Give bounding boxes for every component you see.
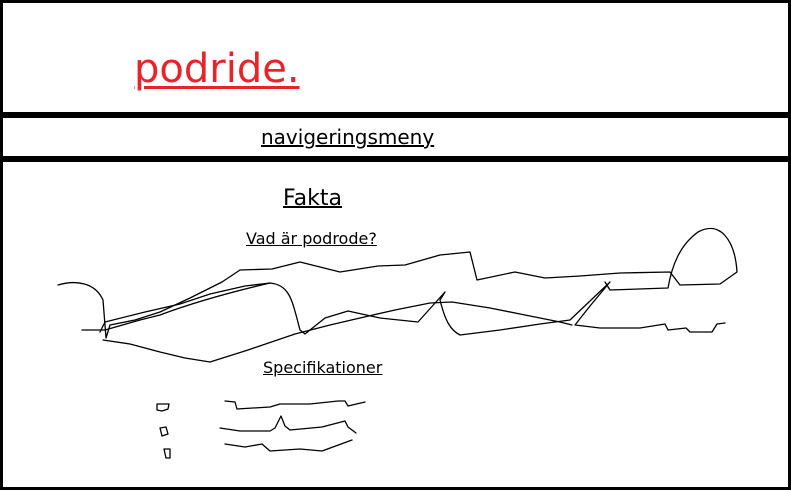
site-logo[interactable]: podride. bbox=[134, 46, 300, 92]
navigation-menu-link[interactable]: navigeringsmeny bbox=[261, 125, 435, 149]
about-subheading: Vad är podrode? bbox=[246, 229, 377, 248]
navigation-bar bbox=[0, 115, 791, 159]
content-box bbox=[0, 159, 791, 490]
header-box bbox=[0, 0, 791, 115]
specifications-heading: Specifikationer bbox=[263, 358, 383, 377]
fakta-heading: Fakta bbox=[283, 186, 342, 211]
